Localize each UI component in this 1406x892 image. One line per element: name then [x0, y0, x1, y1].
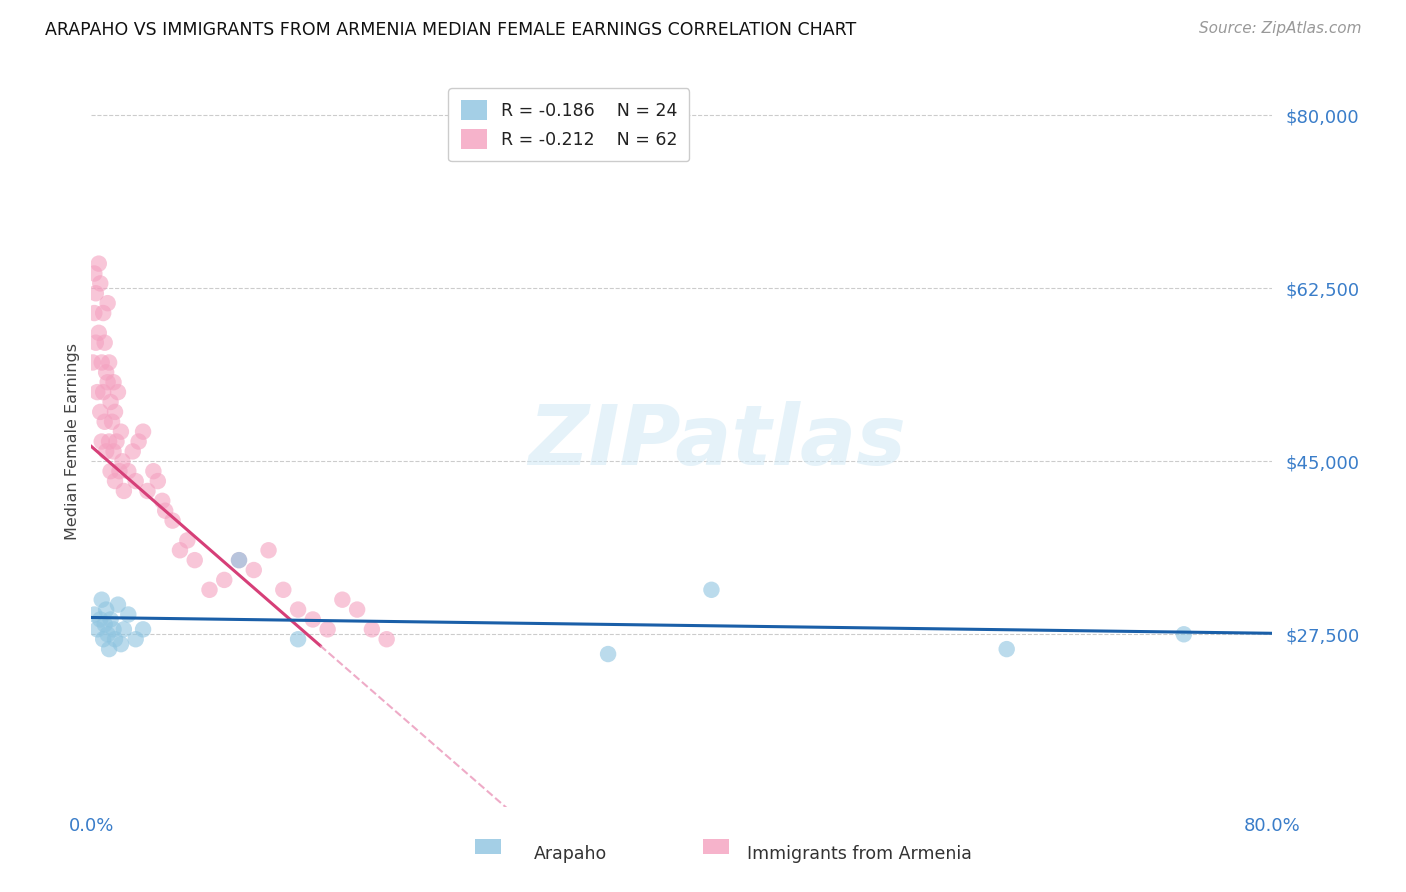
Point — [995, 642, 1018, 657]
Point — [316, 623, 339, 637]
Point — [169, 543, 191, 558]
Point — [83, 306, 105, 320]
Point — [112, 483, 135, 498]
Point — [104, 632, 127, 647]
Point — [97, 296, 120, 310]
Point — [257, 543, 280, 558]
Point — [136, 483, 159, 498]
Point — [93, 335, 115, 350]
Point — [96, 444, 118, 458]
Point — [128, 434, 150, 449]
Point — [90, 592, 112, 607]
Point — [96, 602, 118, 616]
Point — [83, 607, 105, 622]
Point — [101, 415, 124, 429]
Point — [110, 637, 132, 651]
Point — [83, 267, 105, 281]
Point — [89, 277, 111, 291]
Point — [162, 514, 184, 528]
Text: Immigrants from Armenia: Immigrants from Armenia — [747, 846, 972, 863]
Point — [360, 623, 382, 637]
Point — [98, 642, 121, 657]
Point — [96, 365, 118, 379]
Point — [375, 632, 398, 647]
Point — [104, 405, 127, 419]
Point — [104, 474, 127, 488]
Point — [86, 385, 108, 400]
Point — [91, 632, 114, 647]
Point — [87, 326, 110, 340]
Point — [97, 376, 120, 390]
Point — [98, 355, 121, 369]
Point — [107, 385, 129, 400]
Point — [105, 434, 128, 449]
Point — [117, 464, 139, 478]
Point — [112, 623, 135, 637]
Point — [117, 607, 139, 622]
Point — [91, 306, 114, 320]
Point — [273, 582, 295, 597]
Text: ZIPatlas: ZIPatlas — [529, 401, 907, 482]
Point — [301, 612, 323, 626]
Point — [142, 464, 165, 478]
Point — [90, 355, 112, 369]
Point — [596, 647, 619, 661]
Point — [93, 415, 115, 429]
Point — [153, 504, 177, 518]
Point — [176, 533, 198, 548]
Point — [1173, 627, 1195, 641]
Point — [121, 444, 143, 458]
Point — [84, 286, 107, 301]
Bar — [703, 839, 730, 854]
Point — [103, 444, 125, 458]
Point — [84, 335, 107, 350]
Point — [287, 632, 309, 647]
Point — [198, 582, 221, 597]
Point — [243, 563, 266, 577]
Point — [124, 474, 148, 488]
Text: Source: ZipAtlas.com: Source: ZipAtlas.com — [1198, 21, 1361, 37]
Point — [150, 493, 173, 508]
Point — [214, 573, 236, 587]
Point — [107, 598, 129, 612]
Point — [90, 434, 112, 449]
Point — [86, 623, 108, 637]
Point — [228, 553, 250, 567]
Point — [103, 623, 125, 637]
Legend: R = -0.186    N = 24, R = -0.212    N = 62: R = -0.186 N = 24, R = -0.212 N = 62 — [449, 88, 689, 161]
Bar — [475, 839, 501, 854]
Point — [87, 257, 110, 271]
Text: Arapaho: Arapaho — [534, 846, 607, 863]
Text: ARAPAHO VS IMMIGRANTS FROM ARMENIA MEDIAN FEMALE EARNINGS CORRELATION CHART: ARAPAHO VS IMMIGRANTS FROM ARMENIA MEDIA… — [45, 21, 856, 39]
Point — [97, 627, 120, 641]
Point — [183, 553, 207, 567]
Point — [332, 592, 354, 607]
Point — [100, 612, 122, 626]
Point — [146, 474, 169, 488]
Point — [89, 612, 111, 626]
Point — [110, 425, 132, 439]
Point — [346, 602, 368, 616]
Point — [700, 582, 723, 597]
Y-axis label: Median Female Earnings: Median Female Earnings — [65, 343, 80, 540]
Point — [103, 376, 125, 390]
Point — [124, 632, 148, 647]
Point — [98, 434, 121, 449]
Point — [111, 454, 134, 468]
Point — [108, 464, 131, 478]
Point — [287, 602, 309, 616]
Point — [132, 425, 155, 439]
Point — [100, 464, 122, 478]
Point — [228, 553, 250, 567]
Point — [132, 623, 155, 637]
Point — [91, 385, 114, 400]
Point — [82, 355, 104, 369]
Point — [89, 405, 111, 419]
Point — [100, 395, 122, 409]
Point — [93, 617, 115, 632]
